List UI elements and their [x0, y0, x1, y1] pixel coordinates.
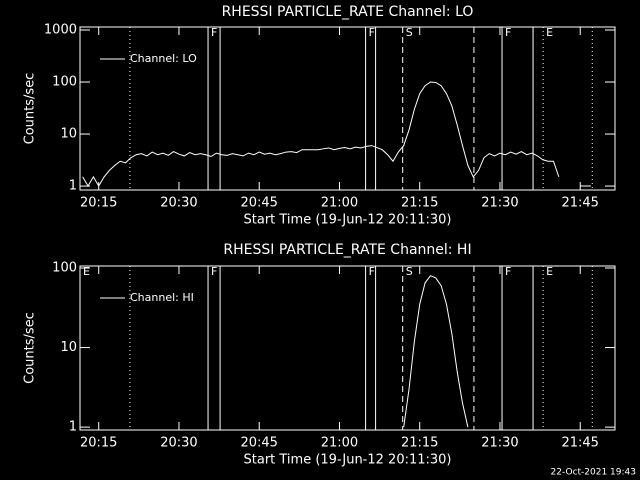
x-tick-label: 20:15: [80, 436, 117, 451]
x-tick-label: 20:45: [240, 436, 277, 451]
flag-label: F: [211, 265, 217, 278]
x-tick-label: 21:30: [481, 196, 518, 211]
x-tick-label: 21:45: [561, 196, 598, 211]
y-tick-label: 10: [60, 127, 77, 142]
flag-label: F: [211, 26, 217, 39]
y-tick-label: 1000: [44, 22, 77, 37]
x-tick-label: 21:30: [481, 436, 518, 451]
y-axis-label: Counts/sec: [23, 73, 38, 145]
chart-title: RHESSI PARTICLE_RATE Channel: HI: [223, 242, 471, 258]
x-tick-label: 21:00: [321, 436, 358, 451]
legend-label: Channel: HI: [130, 291, 194, 304]
flag-label: E: [546, 265, 553, 278]
x-tick-label: 21:45: [561, 436, 598, 451]
x-tick-label: 20:15: [80, 196, 117, 211]
y-axis-label: Counts/sec: [23, 312, 38, 384]
flag-label: S: [406, 265, 413, 278]
x-axis-label: Start Time (19-Jun-12 20:11:30): [244, 453, 452, 468]
chart-title: RHESSI PARTICLE_RATE Channel: LO: [222, 4, 474, 20]
x-tick-label: 20:45: [240, 196, 277, 211]
x-tick-label: 21:15: [401, 436, 438, 451]
legend-label: Channel: LO: [130, 52, 197, 65]
y-tick-label: 10: [60, 340, 77, 355]
y-tick-label: 1: [69, 420, 77, 435]
footer-date: 22-Oct-2021 19:43: [551, 468, 636, 478]
y-tick-label: 1: [69, 179, 77, 194]
flag-label: F: [505, 265, 511, 278]
y-tick-label: 100: [52, 261, 77, 276]
flag-label: F: [505, 26, 511, 39]
x-tick-label: 20:30: [160, 436, 197, 451]
flag-label: E: [546, 26, 553, 39]
y-tick-label: 100: [52, 75, 77, 90]
flag-label: S: [406, 26, 413, 39]
series-line: [82, 81, 591, 188]
series-line: [403, 275, 469, 428]
x-tick-label: 20:30: [160, 196, 197, 211]
x-tick-label: 21:15: [401, 196, 438, 211]
x-axis-label: Start Time (19-Jun-12 20:11:30): [244, 213, 452, 228]
flag-label: F: [369, 265, 375, 278]
plot-frame: [79, 26, 616, 191]
x-tick-label: 21:00: [321, 196, 358, 211]
flag-label: F: [369, 26, 375, 39]
flag-label: E: [83, 265, 90, 278]
